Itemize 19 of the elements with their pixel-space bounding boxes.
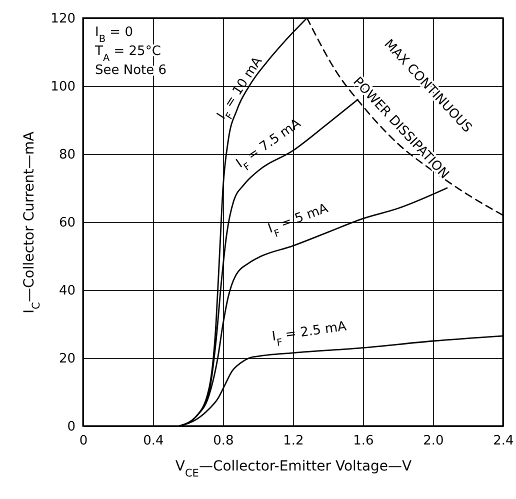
text: I$_{F}$ = 5 mA	[266, 201, 330, 240]
text: I$_{F}$ = 2.5 mA	[271, 319, 348, 348]
y-tick-label: 40	[58, 284, 76, 298]
x-tick-label: 0.8	[213, 434, 234, 448]
y-tick-label: 20	[58, 352, 76, 366]
annotation: I$_{B}$ = 0	[95, 25, 133, 44]
x-tick-label: 2.0	[423, 434, 444, 448]
x-tick-label: 0.4	[143, 434, 164, 448]
y-tick-label: 60	[58, 216, 76, 230]
y-tick-label: 120	[50, 12, 76, 26]
x-tick-label: 1.2	[283, 434, 304, 448]
y-tick-label: 80	[58, 148, 76, 162]
y-tick-label: 0	[67, 420, 76, 434]
x-tick-label: 1.6	[353, 434, 374, 448]
y-tick-label: 100	[50, 80, 76, 94]
text: I$_{F}$ = 7.5 mA	[234, 116, 304, 173]
x-tick-label: 2.4	[493, 434, 514, 448]
x-axis-title: V$_{CE}$—Collector-Emitter Voltage—V	[175, 458, 412, 480]
x-tick-label: 0	[79, 434, 88, 448]
